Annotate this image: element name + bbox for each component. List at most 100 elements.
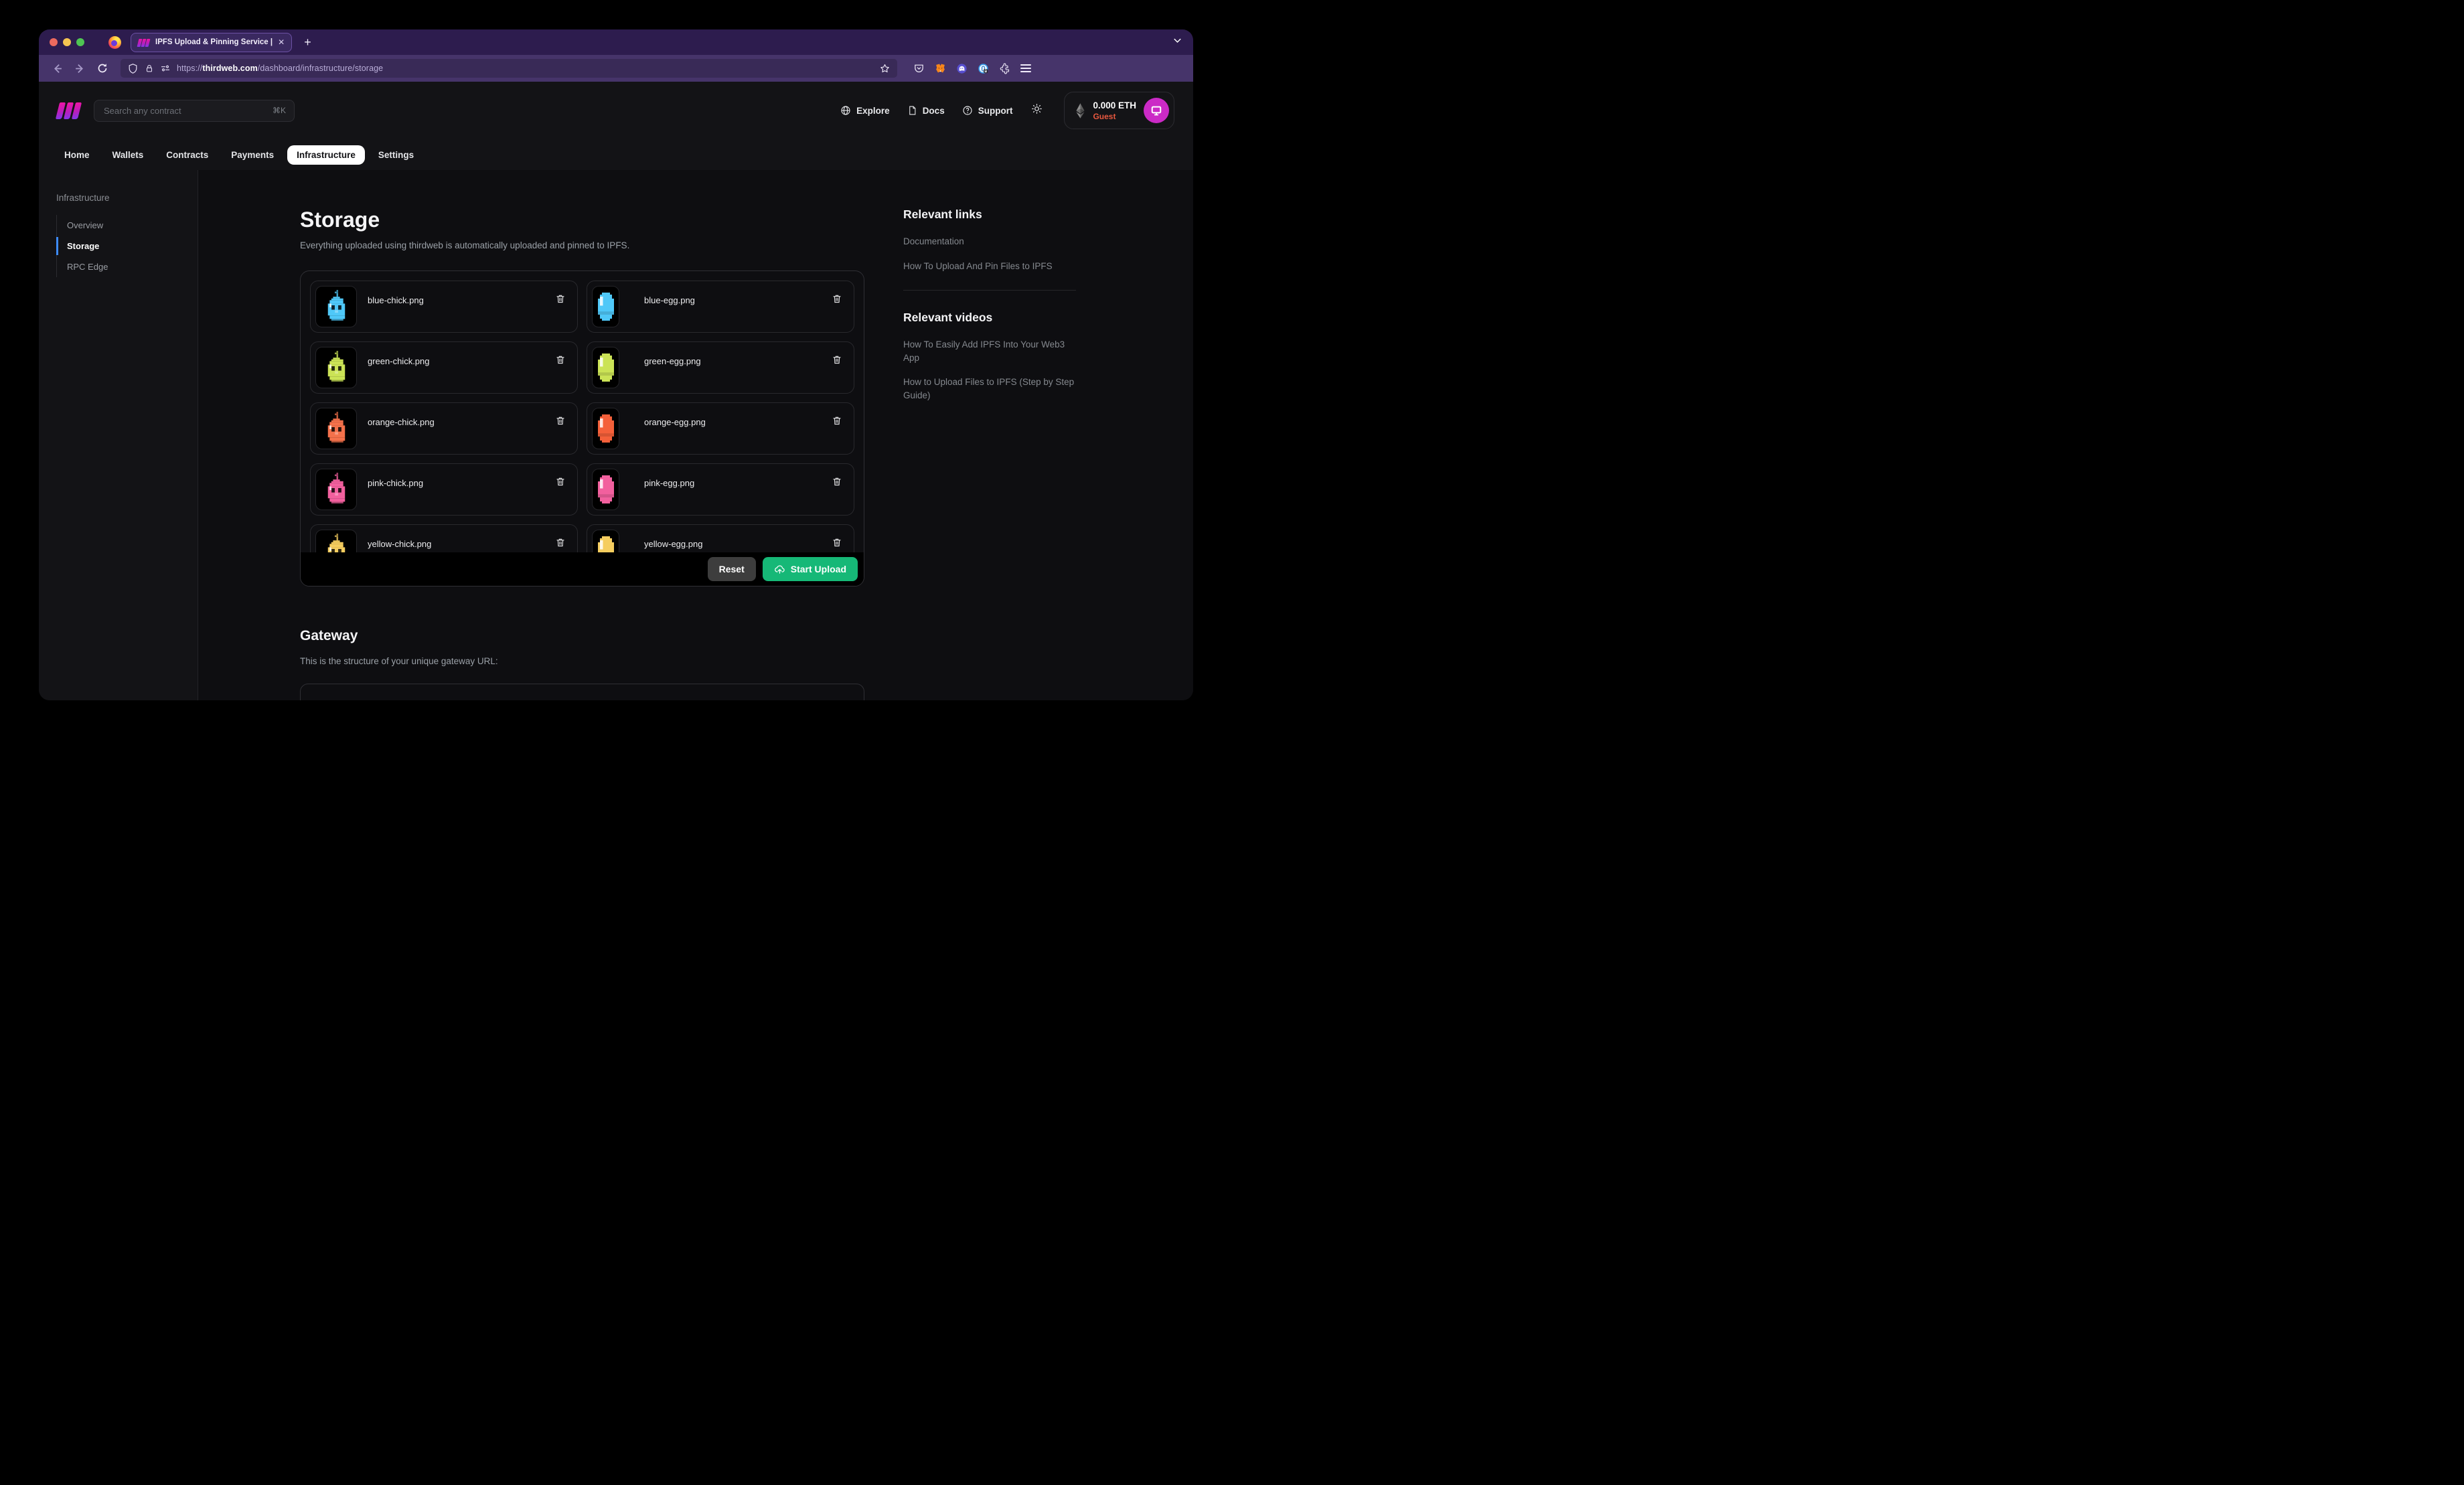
url-bar[interactable]: https://thirdweb.com/dashboard/infrastru… bbox=[121, 59, 897, 78]
url-text[interactable]: https://thirdweb.com/dashboard/infrastru… bbox=[177, 64, 384, 73]
delete-file-button[interactable] bbox=[832, 354, 842, 366]
tracking-shield-icon[interactable] bbox=[127, 63, 139, 74]
gateway-title: Gateway bbox=[300, 628, 358, 643]
video-link-add-ipfs[interactable]: How To Easily Add IPFS Into Your Web3 Ap… bbox=[903, 339, 1065, 363]
delete-file-button[interactable] bbox=[555, 293, 566, 305]
close-window-button[interactable] bbox=[50, 38, 58, 46]
tab-infrastructure[interactable]: Infrastructure bbox=[287, 145, 365, 165]
link-upload-pin-ipfs[interactable]: How To Upload And Pin Files to IPFS bbox=[903, 260, 1053, 271]
thirdweb-logo[interactable] bbox=[55, 102, 82, 119]
trash-icon bbox=[832, 354, 842, 366]
dashboard-header: ⌘K Explore Docs Support bbox=[39, 82, 1193, 139]
trash-icon bbox=[555, 293, 566, 305]
delete-file-button[interactable] bbox=[832, 293, 842, 305]
relevant-panel: Relevant links Documentation How To Uplo… bbox=[903, 200, 1076, 700]
browser-tab-active[interactable]: IPFS Upload & Pinning Service | ✕ bbox=[131, 32, 293, 52]
metamask-icon[interactable] bbox=[935, 63, 946, 74]
browser-window: IPFS Upload & Pinning Service | ✕ + bbox=[39, 29, 1193, 700]
delete-file-button[interactable] bbox=[832, 415, 842, 426]
start-upload-button[interactable]: Start Upload bbox=[762, 557, 858, 581]
search-shortcut: ⌘K bbox=[272, 106, 286, 115]
file-name: orange-chick.png bbox=[368, 417, 435, 427]
monitor-icon bbox=[1151, 106, 1162, 116]
file-thumbnail bbox=[592, 408, 619, 449]
file-card: blue-chick.png bbox=[310, 281, 578, 333]
wallet-avatar[interactable] bbox=[1144, 98, 1169, 123]
delete-file-button[interactable] bbox=[555, 415, 566, 426]
sidebar-item-storage[interactable]: Storage bbox=[56, 236, 198, 256]
globe-icon bbox=[841, 106, 850, 115]
relevant-links-title: Relevant links bbox=[903, 208, 982, 221]
file-card: blue-egg.png bbox=[587, 281, 854, 333]
tab-title: IPFS Upload & Pinning Service | bbox=[155, 38, 273, 46]
delete-file-button[interactable] bbox=[832, 537, 842, 548]
trash-icon bbox=[555, 354, 566, 366]
lock-icon[interactable] bbox=[145, 64, 154, 74]
pocket-icon[interactable] bbox=[913, 63, 925, 74]
sidebar-item-overview[interactable]: Overview bbox=[67, 220, 104, 230]
upload-dropzone[interactable]: blue-chick.png blue-egg.png green-chick bbox=[300, 270, 864, 587]
file-name: yellow-chick.png bbox=[368, 539, 432, 549]
reload-button[interactable] bbox=[94, 60, 111, 77]
onepassword-icon[interactable] bbox=[978, 63, 989, 74]
file-name: blue-chick.png bbox=[368, 295, 424, 305]
forward-button[interactable] bbox=[71, 60, 88, 77]
tab-contracts[interactable]: Contracts bbox=[166, 149, 209, 160]
minimize-window-button[interactable] bbox=[63, 38, 71, 46]
screenshot-frame: IPFS Upload & Pinning Service | ✕ + bbox=[0, 0, 1232, 742]
video-link-upload-files[interactable]: How to Upload Files to IPFS (Step by Ste… bbox=[903, 377, 1075, 400]
delete-file-button[interactable] bbox=[832, 476, 842, 487]
file-thumbnail bbox=[315, 469, 357, 510]
search-input[interactable] bbox=[102, 104, 267, 116]
document-icon bbox=[909, 106, 916, 115]
trash-icon bbox=[832, 476, 842, 487]
theme-toggle-sun-icon[interactable] bbox=[1031, 103, 1043, 118]
tab-home[interactable]: Home bbox=[64, 149, 90, 160]
file-name: yellow-egg.png bbox=[644, 539, 703, 549]
browser-toolbar: https://thirdweb.com/dashboard/infrastru… bbox=[39, 55, 1193, 82]
window-controls[interactable] bbox=[50, 38, 84, 46]
docs-link[interactable]: Docs bbox=[907, 105, 945, 116]
ethereum-icon bbox=[1076, 102, 1085, 119]
trash-icon bbox=[832, 415, 842, 426]
file-card: orange-chick.png bbox=[310, 402, 578, 455]
phantom-icon[interactable] bbox=[956, 63, 968, 74]
tab-payments[interactable]: Payments bbox=[231, 149, 275, 160]
trash-icon bbox=[832, 293, 842, 305]
permissions-icon[interactable] bbox=[160, 63, 171, 74]
contract-search[interactable]: ⌘K bbox=[94, 99, 295, 122]
reset-button[interactable]: Reset bbox=[707, 557, 756, 581]
browser-tabstrip: IPFS Upload & Pinning Service | ✕ + bbox=[39, 29, 1193, 55]
wallet-button[interactable]: 0.000 ETH Guest bbox=[1064, 92, 1174, 129]
extensions-puzzle-icon[interactable] bbox=[999, 63, 1010, 74]
tab-settings[interactable]: Settings bbox=[378, 149, 414, 160]
tab-list-chevron-icon[interactable] bbox=[1172, 35, 1182, 49]
file-name: blue-egg.png bbox=[644, 295, 695, 305]
bookmark-star-icon[interactable] bbox=[879, 63, 891, 74]
file-list: blue-chick.png blue-egg.png green-chick bbox=[301, 271, 864, 586]
explore-link[interactable]: Explore bbox=[840, 105, 890, 116]
file-thumbnail bbox=[315, 347, 357, 388]
file-name: green-egg.png bbox=[644, 356, 701, 366]
delete-file-button[interactable] bbox=[555, 537, 566, 548]
back-button[interactable] bbox=[48, 60, 66, 77]
file-thumbnail bbox=[315, 408, 357, 449]
new-tab-button[interactable]: + bbox=[304, 35, 311, 49]
menu-hamburger-icon[interactable] bbox=[1020, 64, 1031, 73]
gateway-url-box bbox=[300, 684, 864, 700]
upload-footer: Reset Start Upload bbox=[301, 552, 864, 586]
delete-file-button[interactable] bbox=[555, 476, 566, 487]
file-card: green-egg.png bbox=[587, 341, 854, 394]
relevant-videos-title: Relevant videos bbox=[903, 311, 993, 325]
file-thumbnail bbox=[592, 286, 619, 327]
page-description: Everything uploaded using thirdweb is au… bbox=[300, 240, 630, 250]
zoom-window-button[interactable] bbox=[76, 38, 84, 46]
tab-close-icon[interactable]: ✕ bbox=[278, 37, 285, 47]
delete-file-button[interactable] bbox=[555, 354, 566, 366]
support-link[interactable]: Support bbox=[962, 105, 1012, 116]
infrastructure-sidebar: Infrastructure Overview Storage RPC Edge bbox=[39, 170, 198, 700]
tab-wallets[interactable]: Wallets bbox=[112, 149, 144, 160]
wallet-balance: 0.000 ETH bbox=[1093, 100, 1136, 110]
link-documentation[interactable]: Documentation bbox=[903, 236, 964, 246]
sidebar-item-rpc-edge[interactable]: RPC Edge bbox=[67, 262, 108, 272]
